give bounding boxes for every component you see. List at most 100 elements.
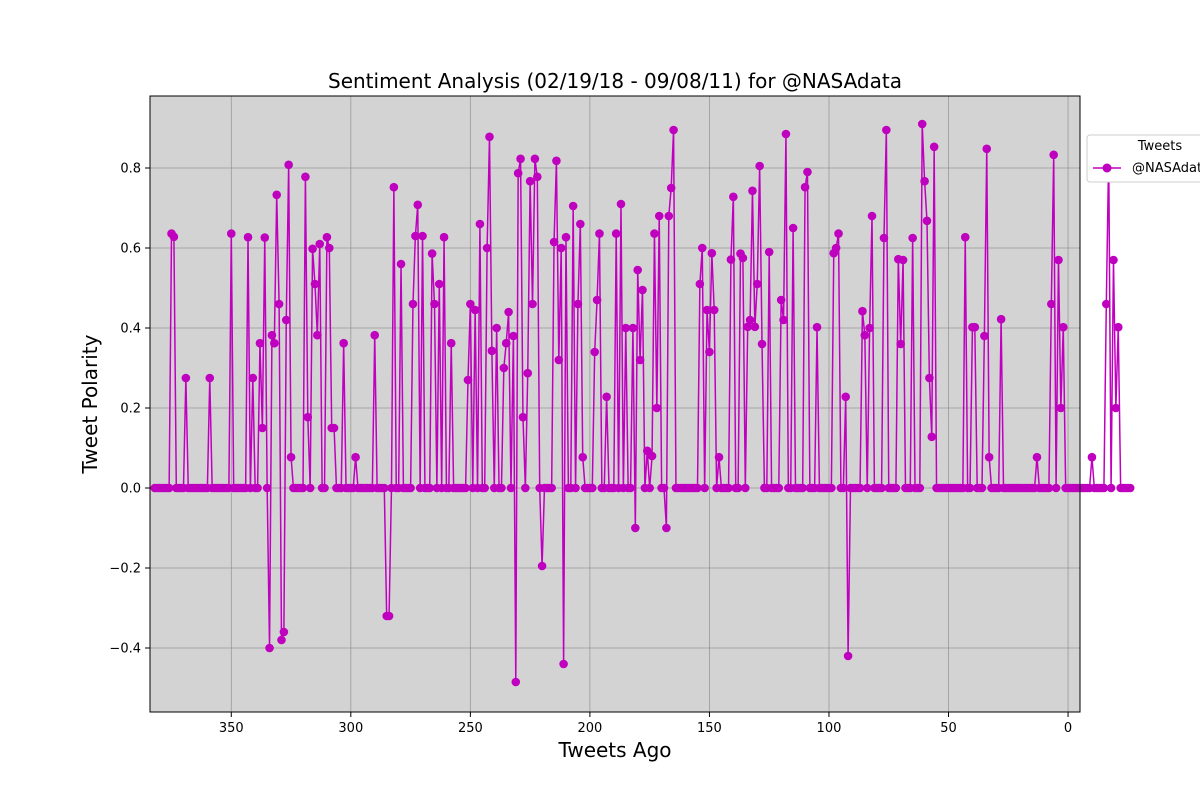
data-point bbox=[664, 211, 674, 221]
data-point bbox=[396, 259, 406, 269]
data-point bbox=[559, 659, 568, 669]
data-point bbox=[506, 483, 516, 493]
data-point bbox=[547, 483, 556, 493]
legend-title: Tweets bbox=[1137, 139, 1183, 154]
data-point bbox=[705, 347, 714, 357]
data-point bbox=[274, 299, 284, 309]
data-point bbox=[1058, 322, 1068, 332]
data-point bbox=[965, 483, 975, 493]
data-point bbox=[662, 523, 671, 533]
data-point bbox=[1099, 483, 1109, 493]
data-point bbox=[243, 232, 253, 242]
legend: Tweets @NASAdata bbox=[1086, 134, 1200, 183]
data-point bbox=[578, 452, 588, 462]
data-point bbox=[800, 182, 810, 192]
data-point bbox=[882, 125, 891, 135]
data-point bbox=[427, 249, 437, 258]
data-point bbox=[827, 483, 836, 493]
y-tick-label: 0.8 bbox=[120, 162, 141, 177]
data-point bbox=[714, 452, 724, 462]
data-point bbox=[511, 677, 521, 687]
data-point bbox=[169, 232, 179, 242]
data-point bbox=[917, 119, 927, 129]
data-point bbox=[834, 229, 843, 238]
data-point bbox=[281, 315, 291, 325]
data-point bbox=[602, 392, 611, 402]
data-point bbox=[286, 452, 296, 462]
data-point bbox=[516, 154, 525, 164]
data-point bbox=[370, 330, 380, 340]
data-point bbox=[798, 483, 807, 493]
data-point bbox=[576, 219, 585, 229]
data-point bbox=[867, 211, 877, 221]
x-tick-label: 50 bbox=[940, 721, 957, 736]
data-point bbox=[925, 373, 934, 383]
x-tick-label: 250 bbox=[458, 721, 483, 736]
x-axis-label: Tweets Ago bbox=[557, 738, 671, 762]
data-point bbox=[1111, 403, 1121, 413]
data-point bbox=[487, 346, 497, 356]
data-point bbox=[320, 483, 329, 493]
data-point bbox=[329, 423, 339, 433]
data-point bbox=[996, 314, 1006, 324]
data-point bbox=[499, 363, 509, 373]
data-point bbox=[700, 483, 709, 493]
data-point bbox=[915, 483, 925, 493]
data-point bbox=[776, 295, 786, 305]
data-point bbox=[384, 611, 394, 621]
data-point bbox=[858, 306, 867, 316]
legend-box bbox=[1086, 134, 1200, 183]
data-point bbox=[260, 233, 270, 242]
data-point bbox=[389, 182, 399, 192]
data-point bbox=[310, 279, 320, 289]
y-axis-label: Tweet Polarity bbox=[78, 334, 102, 474]
y-axis-ticks: −0.4 −0.2 0.0 0.2 0.4 0.6 0.8 bbox=[109, 162, 150, 657]
data-point bbox=[568, 201, 578, 211]
data-point bbox=[439, 232, 449, 242]
data-point bbox=[726, 255, 736, 264]
data-point bbox=[205, 373, 215, 383]
data-point bbox=[308, 244, 317, 254]
data-point bbox=[528, 299, 537, 309]
data-point bbox=[408, 299, 418, 309]
data-point bbox=[573, 299, 583, 309]
data-point bbox=[741, 483, 750, 493]
data-point bbox=[518, 412, 528, 422]
data-point bbox=[181, 373, 191, 383]
data-point bbox=[621, 323, 631, 333]
data-point bbox=[738, 253, 748, 263]
data-point bbox=[743, 322, 752, 332]
data-point bbox=[549, 237, 559, 247]
data-point bbox=[313, 330, 322, 340]
x-tick-label: 300 bbox=[338, 721, 363, 736]
data-point bbox=[595, 229, 604, 238]
data-point bbox=[492, 323, 501, 333]
data-point bbox=[922, 216, 932, 226]
data-point bbox=[695, 279, 705, 289]
data-point bbox=[748, 186, 757, 196]
data-point bbox=[425, 483, 435, 493]
x-axis-ticks: 350 300 250 200 150 100 50 0 bbox=[219, 712, 1072, 736]
x-tick-label: 350 bbox=[219, 721, 244, 736]
data-point bbox=[482, 243, 492, 253]
y-tick-label: −0.4 bbox=[109, 642, 141, 657]
data-point bbox=[277, 635, 286, 645]
y-tick-label: 0.6 bbox=[120, 242, 141, 257]
data-point bbox=[862, 483, 872, 493]
data-point bbox=[628, 323, 638, 333]
data-point bbox=[466, 299, 475, 309]
data-point bbox=[755, 161, 764, 171]
data-point bbox=[733, 483, 743, 493]
data-point bbox=[262, 483, 272, 493]
y-tick-label: 0.0 bbox=[120, 482, 141, 497]
data-point bbox=[841, 392, 851, 402]
data-point bbox=[865, 323, 874, 333]
data-point bbox=[633, 265, 643, 275]
data-point bbox=[279, 627, 289, 637]
data-point bbox=[970, 322, 980, 332]
data-point bbox=[659, 483, 669, 493]
data-point bbox=[413, 200, 423, 210]
data-point bbox=[898, 255, 908, 265]
data-point bbox=[1125, 483, 1135, 493]
data-point bbox=[616, 199, 626, 209]
